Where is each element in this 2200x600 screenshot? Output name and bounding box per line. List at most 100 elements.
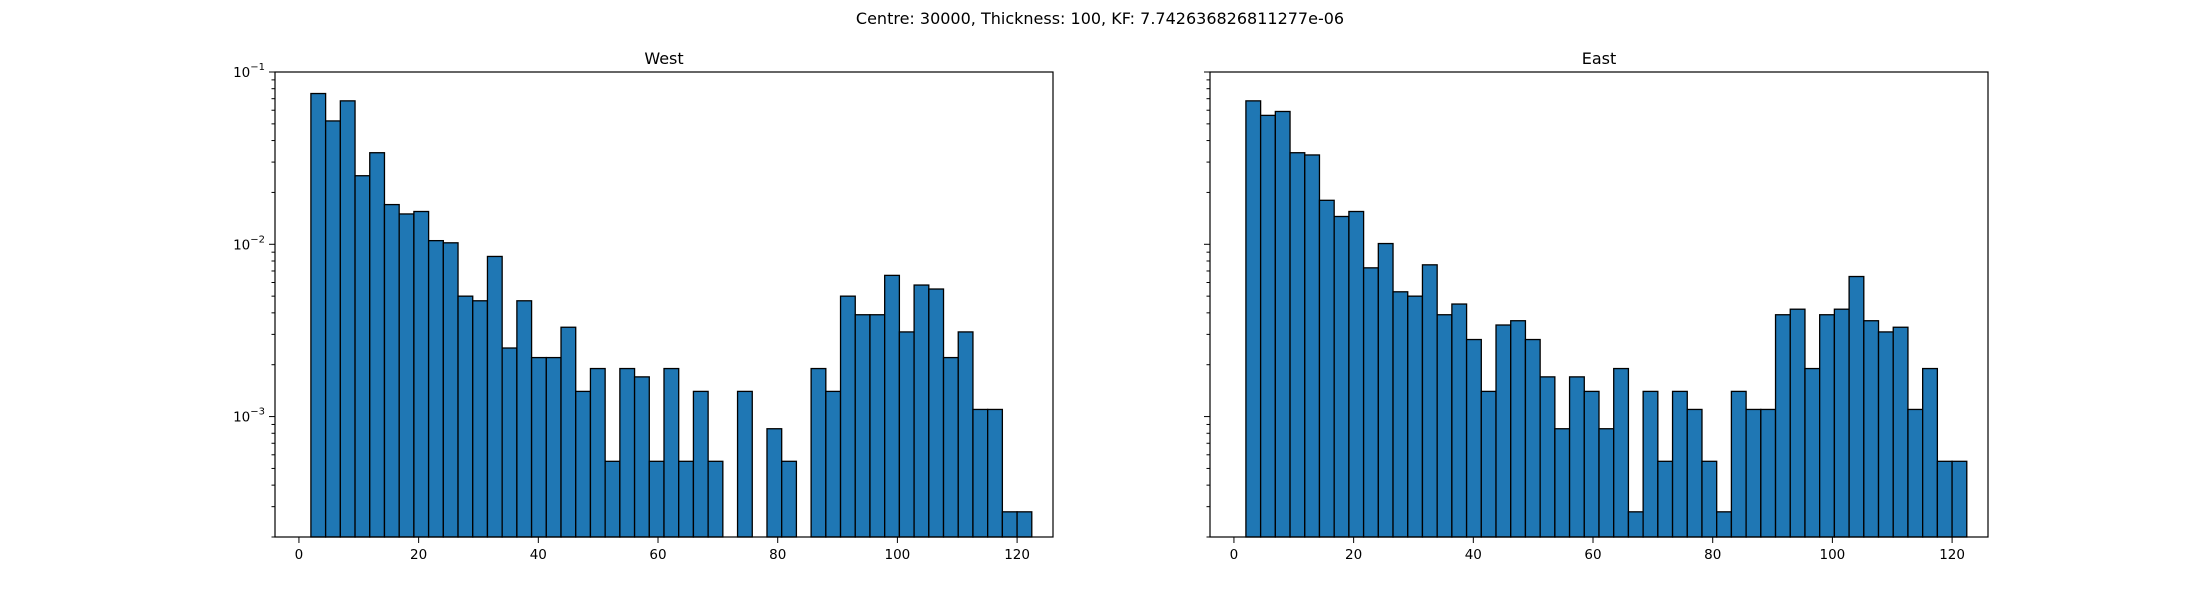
east-x-tick-label: 60 [1584, 547, 1601, 563]
east-histogram-bar [1480, 390, 1497, 538]
east-histogram-bar [1524, 338, 1541, 538]
east-histogram-bar [1554, 428, 1571, 538]
east-histogram-bar [1598, 428, 1615, 538]
west-histogram-bar [942, 356, 959, 538]
east-x-tick-label: 0 [1230, 547, 1239, 563]
east-histogram-bar [1583, 390, 1600, 538]
west-x-tick-label: 0 [295, 547, 304, 563]
east-histogram-bar [1421, 264, 1438, 538]
east-histogram-bar [1451, 303, 1468, 538]
east-axes-frame [1209, 71, 1989, 538]
west-histogram-bar [472, 300, 489, 538]
west-histogram-bar [486, 255, 503, 538]
east-histogram-bar [1892, 326, 1909, 538]
east-histogram-bar [1495, 324, 1512, 538]
east-histogram-bar [1716, 511, 1733, 538]
west-y-tick-label: 10−3 [233, 407, 265, 426]
west-y-tick-label: 10−1 [233, 62, 265, 81]
east-histogram-bar [1657, 460, 1674, 538]
west-histogram-bar [854, 314, 871, 538]
west-histogram-bar [354, 175, 371, 538]
west-y-tick-label: 10−2 [233, 234, 265, 253]
east-x-tick-label: 120 [1939, 547, 1965, 563]
west-histogram-bar [575, 390, 592, 538]
east-histogram-bar [1510, 320, 1527, 538]
east-histogram-bar [1701, 460, 1718, 538]
west-panel-title: West [644, 49, 683, 68]
west-x-tick-label: 20 [410, 547, 427, 563]
west-histogram-bar [530, 356, 547, 538]
east-histogram-bar [1774, 314, 1791, 538]
west-x-tick-label: 80 [769, 547, 786, 563]
east-histogram-bar [1245, 100, 1262, 538]
east-histogram-bar [1436, 314, 1453, 538]
west-panel: West 0 20 40 60 80 100 120 10−3 10−2 10−1 [233, 49, 1054, 563]
west-histogram-bar [589, 367, 606, 538]
east-panel-title: East [1582, 49, 1617, 68]
west-histogram-bar [413, 210, 430, 538]
east-x-tick-label: 100 [1820, 547, 1846, 563]
west-histogram-bar [707, 460, 724, 538]
west-x-tick-label: 120 [1004, 547, 1030, 563]
east-histogram-bar [1789, 308, 1806, 538]
east-histogram-bar [1333, 215, 1350, 538]
east-histogram-bar [1819, 314, 1836, 538]
west-histogram-bar [516, 300, 533, 538]
west-histogram-bar [678, 460, 695, 538]
east-histogram-bar [1465, 338, 1482, 538]
west-histogram-bar [825, 390, 842, 538]
east-histogram-bar [1686, 408, 1703, 538]
west-histogram-bar [692, 390, 709, 538]
east-histogram-bar [1877, 331, 1894, 538]
west-histogram-bar [560, 326, 577, 538]
east-histogram-bar [1362, 267, 1379, 538]
east-histogram-bar [1642, 390, 1659, 538]
west-histogram-bar [928, 288, 945, 538]
east-histogram-bar [1760, 408, 1777, 538]
east-histogram-bar [1922, 367, 1939, 538]
west-histogram-bar [1001, 511, 1018, 538]
west-histogram-bar [839, 295, 856, 538]
east-histogram-bar [1392, 291, 1409, 538]
east-histogram-bar [1730, 390, 1747, 538]
west-histogram-bar [369, 152, 386, 538]
east-histogram-bar [1833, 308, 1850, 538]
west-x-tick-label: 60 [649, 547, 666, 563]
west-histogram-bar [898, 331, 915, 538]
west-histogram-bar [972, 408, 989, 538]
west-histogram-bar [427, 239, 444, 538]
west-x-tick-label: 100 [885, 547, 911, 563]
east-x-tick-label: 80 [1704, 547, 1721, 563]
east-histogram-bar [1745, 408, 1762, 538]
west-histogram-bar [736, 390, 753, 538]
east-histogram-bar [1304, 154, 1321, 538]
east-histogram-bar [1951, 460, 1968, 538]
west-histogram-bar [619, 367, 636, 538]
east-histogram-bar [1671, 390, 1688, 538]
west-histogram-bar [383, 203, 400, 538]
west-histogram-bar [869, 314, 886, 538]
east-histogram-bar [1259, 114, 1276, 538]
east-histogram-bar [1568, 376, 1585, 538]
east-histogram-bar [1613, 367, 1630, 538]
east-histogram-bar [1848, 275, 1865, 538]
east-histogram-bar [1274, 110, 1291, 538]
east-histogram-bar [1907, 408, 1924, 538]
east-histogram-bar [1863, 320, 1880, 538]
west-histogram-bar [457, 295, 474, 538]
east-x-tick-label: 40 [1465, 547, 1482, 563]
east-histogram-bar [1348, 210, 1365, 538]
east-histogram-bar [1539, 376, 1556, 538]
west-histogram-bar [1016, 511, 1033, 538]
east-histogram-bar [1377, 242, 1394, 538]
west-histogram-bar [633, 376, 650, 538]
west-histogram-bar [913, 284, 930, 538]
east-histogram-bar [1289, 152, 1306, 538]
east-histogram-bar [1936, 460, 1953, 538]
west-histogram-bar [663, 367, 680, 538]
figure-suptitle: Centre: 30000, Thickness: 100, KF: 7.742… [856, 9, 1344, 28]
west-histogram-bar [648, 460, 665, 538]
east-histogram-bar [1318, 199, 1335, 538]
west-histogram-bar [442, 242, 459, 538]
